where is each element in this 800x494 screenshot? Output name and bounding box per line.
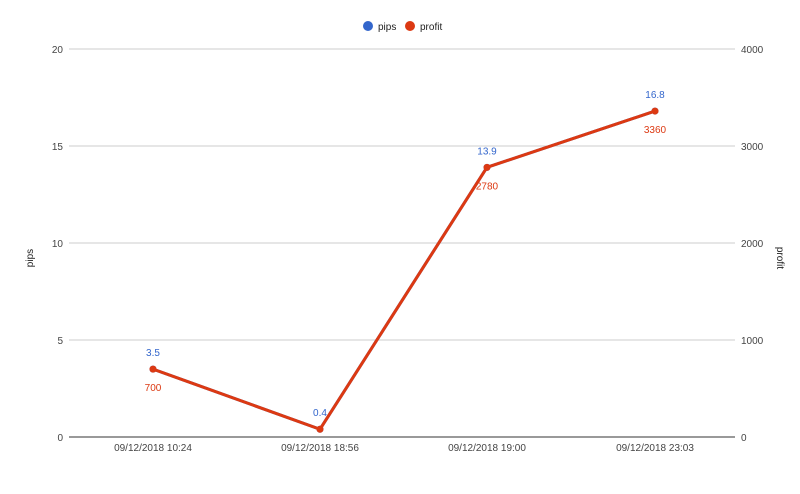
- right-axis-title: profit: [774, 247, 785, 269]
- legend-label-profit: profit: [420, 22, 442, 33]
- data-label-pips: 0.4: [313, 408, 327, 419]
- legend-marker-profit: [405, 21, 415, 31]
- left-tick-label: 20: [52, 45, 64, 56]
- left-axis-ticks: 0 5 10 15 20: [52, 45, 64, 444]
- x-tick-label: 09/12/2018 19:00: [448, 443, 526, 454]
- data-label-profit: 3360: [644, 125, 667, 136]
- x-tick-label: 09/12/2018 10:24: [114, 443, 192, 454]
- right-tick-label: 0: [741, 433, 747, 444]
- data-label-pips: 16.8: [645, 90, 665, 101]
- point-profit: [316, 425, 324, 433]
- gridlines: [69, 48, 735, 438]
- point-profit: [651, 107, 659, 115]
- left-tick-label: 5: [57, 336, 63, 347]
- data-label-pips: 3.5: [146, 348, 160, 359]
- series-line-profit: [151, 109, 657, 431]
- legend-label-pips: pips: [378, 22, 396, 33]
- legend: pips profit: [363, 21, 442, 33]
- left-axis-title: pips: [25, 249, 36, 267]
- point-profit: [149, 365, 157, 373]
- x-tick-label: 09/12/2018 23:03: [616, 443, 694, 454]
- point-profit: [483, 163, 491, 171]
- data-label-profit: 700: [145, 383, 162, 394]
- right-tick-label: 2000: [741, 239, 764, 250]
- left-tick-label: 0: [57, 433, 63, 444]
- right-axis-ticks: 0 1000 2000 3000 4000: [741, 45, 764, 444]
- series-line-pips: [151, 109, 657, 431]
- left-tick-label: 10: [52, 239, 64, 250]
- left-tick-label: 15: [52, 142, 64, 153]
- right-tick-label: 1000: [741, 336, 764, 347]
- right-tick-label: 3000: [741, 142, 764, 153]
- data-label-profit: 2780: [476, 181, 499, 192]
- series-layer: [149, 107, 659, 433]
- legend-marker-pips: [363, 21, 373, 31]
- x-tick-label: 09/12/2018 18:56: [281, 443, 359, 454]
- x-axis-ticks: 09/12/2018 10:24 09/12/2018 18:56 09/12/20…: [114, 443, 694, 454]
- data-label-pips: 13.9: [477, 146, 497, 157]
- right-tick-label: 4000: [741, 45, 764, 56]
- data-labels: 3.5 0.4 13.9 16.8 700 2780 3360: [145, 90, 667, 419]
